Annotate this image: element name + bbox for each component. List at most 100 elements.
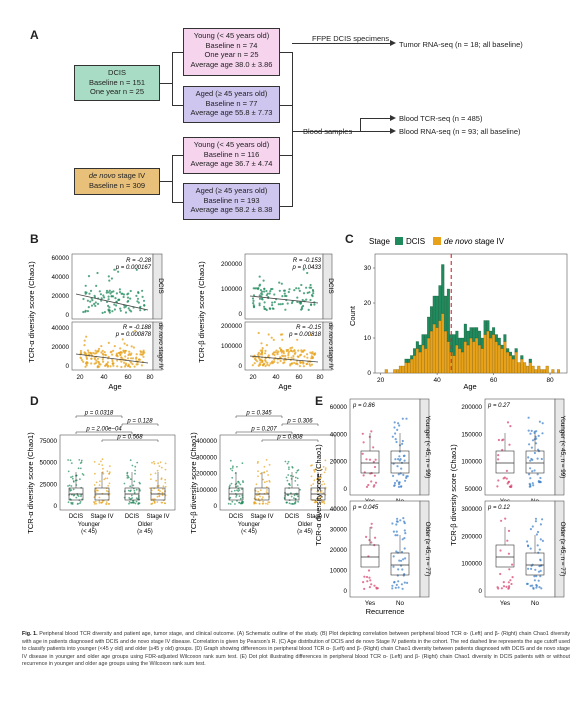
- scatter-point: [104, 354, 107, 357]
- d-point: [241, 488, 243, 490]
- e-point: [393, 481, 397, 485]
- scatter-point: [124, 355, 127, 358]
- caption-label: Fig. 1.: [22, 631, 38, 637]
- scatter-point: [124, 362, 128, 365]
- d-point: [105, 501, 108, 503]
- c-bar-dcis: [421, 334, 425, 346]
- e-point: [397, 568, 400, 571]
- d-point: [286, 462, 289, 465]
- connector: [292, 131, 360, 132]
- e-point: [530, 446, 533, 449]
- d-point: [314, 501, 317, 504]
- c-bar-dcis: [478, 330, 481, 346]
- d-point: [152, 498, 154, 501]
- d-point: [156, 469, 159, 472]
- scatter-point: [293, 361, 296, 364]
- e-pvalue: p = 0.27: [487, 403, 511, 409]
- scatter-point: [115, 354, 119, 357]
- c-bar-stage4: [444, 330, 448, 374]
- e-right-ylabel: TCR-β diversity score (Chao1): [449, 444, 458, 546]
- e-point: [395, 523, 398, 526]
- connector: [280, 155, 292, 156]
- b-x-tick: 20: [76, 374, 84, 381]
- e-point: [373, 465, 377, 469]
- d-point: [230, 482, 233, 485]
- e-point: [374, 481, 378, 484]
- scatter-point: [276, 353, 279, 356]
- d-point: [130, 494, 133, 497]
- c-bar-stage4: [418, 351, 422, 374]
- e-point: [402, 473, 405, 476]
- scatter-point: [289, 364, 292, 367]
- scatter-point: [306, 291, 309, 294]
- d-group-young2: (< 45): [81, 529, 97, 535]
- e-point: [535, 586, 538, 589]
- c-bar-stage4: [526, 365, 529, 374]
- d-point: [232, 465, 234, 468]
- d-point: [102, 467, 104, 470]
- scatter-point: [139, 309, 142, 312]
- c-bar-stage4: [415, 348, 419, 374]
- e-point: [505, 477, 508, 480]
- e-point: [372, 446, 375, 449]
- scatter-point: [252, 287, 255, 290]
- c-legend-s4-italic: de novo: [444, 237, 473, 246]
- scatter-point: [113, 268, 116, 271]
- e-point: [397, 458, 400, 461]
- e-point: [370, 583, 373, 586]
- d-point: [164, 462, 167, 465]
- c-legend-s4-swatch: [433, 237, 441, 245]
- e-y-tick: 20000: [330, 547, 348, 554]
- e-point: [533, 431, 536, 434]
- scatter-point: [106, 365, 109, 368]
- scatter-point: [268, 292, 271, 295]
- d-point: [265, 502, 267, 505]
- e-point: [499, 572, 502, 576]
- d-point: [285, 476, 288, 479]
- e-y-tick: 60000: [330, 404, 348, 411]
- d-point: [257, 490, 259, 493]
- scatter-point: [121, 338, 124, 341]
- blood-tcr-label: Blood TCR-seq (n = 485): [399, 114, 483, 123]
- e-point: [370, 526, 373, 529]
- dcis-baseline: Baseline n = 151: [88, 77, 146, 87]
- b-x-tick: 40: [272, 374, 280, 381]
- d-point: [162, 488, 164, 490]
- b-beta-tick: 200000: [221, 261, 243, 268]
- e-point: [507, 529, 511, 532]
- e-point: [534, 442, 538, 445]
- d-point: [130, 501, 132, 504]
- scatter-point: [296, 338, 299, 341]
- e-x-tick: No: [531, 600, 540, 607]
- d-point: [255, 502, 257, 505]
- c-y-tick: 30: [364, 265, 372, 272]
- d-point: [130, 489, 132, 492]
- scatter-point: [95, 359, 98, 362]
- c-bar-stage4: [503, 341, 507, 374]
- scatter-point: [279, 359, 282, 363]
- e-point: [530, 457, 533, 461]
- scatter-point: [120, 292, 123, 295]
- d-point: [231, 476, 234, 479]
- e-point: [541, 432, 544, 435]
- e-point: [367, 569, 371, 572]
- scatter-point: [130, 310, 133, 313]
- d-group-young: Younger: [78, 522, 100, 528]
- d-pvalue: p = 2.00e−04: [85, 427, 122, 433]
- e-point: [540, 457, 543, 461]
- d-point: [127, 489, 130, 492]
- scatter-point: [95, 361, 98, 364]
- arrow-head: [390, 40, 396, 46]
- c-bar-dcis: [466, 330, 470, 346]
- d-point: [230, 490, 233, 493]
- e-point: [506, 539, 509, 542]
- scatter-point: [303, 349, 306, 352]
- d-point: [134, 502, 137, 505]
- scatter-point: [127, 307, 130, 310]
- d-point: [155, 479, 158, 482]
- scatter-point: [260, 297, 264, 300]
- e-point: [539, 559, 542, 562]
- d-point: [126, 477, 129, 479]
- d-point: [287, 474, 290, 476]
- scatter-point: [136, 300, 139, 303]
